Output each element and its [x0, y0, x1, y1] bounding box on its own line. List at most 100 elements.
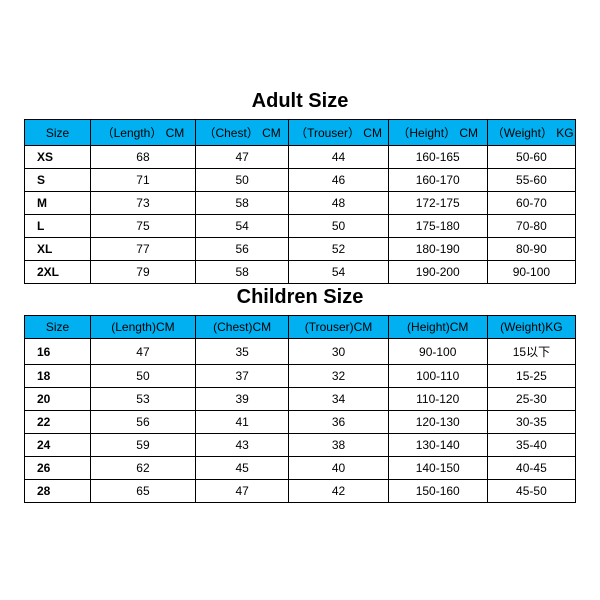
- cell-value: 36: [289, 411, 388, 434]
- cell-value: 46: [289, 169, 388, 192]
- table-row: 24594338130-14035-40: [25, 434, 576, 457]
- cell-size: 22: [25, 411, 91, 434]
- cell-value: 41: [195, 411, 289, 434]
- cell-value: 54: [289, 261, 388, 284]
- col-chest: (Chest)CM: [195, 316, 289, 339]
- col-height: （Height） CM: [388, 120, 487, 146]
- cell-value: 62: [91, 457, 196, 480]
- children-header-row: Size (Length)CM (Chest)CM (Trouser)CM (H…: [25, 316, 576, 339]
- cell-size: L: [25, 215, 91, 238]
- cell-value: 54: [195, 215, 289, 238]
- cell-size: 24: [25, 434, 91, 457]
- cell-value: 52: [289, 238, 388, 261]
- col-size: Size: [25, 316, 91, 339]
- table-row: 1647353090-10015以下: [25, 339, 576, 365]
- cell-value: 58: [195, 192, 289, 215]
- cell-value: 120-130: [388, 411, 487, 434]
- cell-value: 32: [289, 365, 388, 388]
- cell-value: 56: [91, 411, 196, 434]
- cell-value: 45: [195, 457, 289, 480]
- cell-value: 180-190: [388, 238, 487, 261]
- cell-value: 34: [289, 388, 388, 411]
- col-trouser: (Trouser)CM: [289, 316, 388, 339]
- col-length: （Length） CM: [91, 120, 196, 146]
- col-weight: (Weight)KG: [487, 316, 575, 339]
- col-size: Size: [25, 120, 91, 146]
- cell-value: 42: [289, 480, 388, 503]
- cell-value: 50: [91, 365, 196, 388]
- cell-size: 18: [25, 365, 91, 388]
- table-row: 20533934110-12025-30: [25, 388, 576, 411]
- cell-value: 175-180: [388, 215, 487, 238]
- children-size-title: Children Size: [24, 286, 576, 309]
- cell-size: XS: [25, 146, 91, 169]
- cell-value: 47: [91, 339, 196, 365]
- cell-value: 190-200: [388, 261, 487, 284]
- table-row: 28654742150-16045-50: [25, 480, 576, 503]
- adult-size-table: Size （Length） CM （Chest） CM （Trouser） CM…: [24, 119, 576, 284]
- cell-value: 75: [91, 215, 196, 238]
- cell-size: XL: [25, 238, 91, 261]
- table-row: 2XL795854190-20090-100: [25, 261, 576, 284]
- cell-value: 50: [289, 215, 388, 238]
- cell-value: 15-25: [487, 365, 575, 388]
- cell-size: 28: [25, 480, 91, 503]
- table-row: 22564136120-13030-35: [25, 411, 576, 434]
- cell-size: 16: [25, 339, 91, 365]
- cell-value: 160-170: [388, 169, 487, 192]
- cell-value: 43: [195, 434, 289, 457]
- table-row: 18503732100-11015-25: [25, 365, 576, 388]
- cell-value: 15以下: [487, 339, 575, 365]
- cell-value: 56: [195, 238, 289, 261]
- col-trouser: （Trouser） CM: [289, 120, 388, 146]
- cell-value: 55-60: [487, 169, 575, 192]
- cell-value: 172-175: [388, 192, 487, 215]
- cell-value: 77: [91, 238, 196, 261]
- table-row: S715046160-17055-60: [25, 169, 576, 192]
- cell-value: 58: [195, 261, 289, 284]
- cell-value: 37: [195, 365, 289, 388]
- cell-value: 44: [289, 146, 388, 169]
- cell-size: 20: [25, 388, 91, 411]
- cell-size: 26: [25, 457, 91, 480]
- cell-value: 39: [195, 388, 289, 411]
- cell-value: 50: [195, 169, 289, 192]
- cell-size: 2XL: [25, 261, 91, 284]
- cell-value: 73: [91, 192, 196, 215]
- cell-value: 110-120: [388, 388, 487, 411]
- cell-value: 59: [91, 434, 196, 457]
- cell-size: M: [25, 192, 91, 215]
- cell-value: 71: [91, 169, 196, 192]
- cell-value: 130-140: [388, 434, 487, 457]
- adult-header-row: Size （Length） CM （Chest） CM （Trouser） CM…: [25, 120, 576, 146]
- cell-value: 80-90: [487, 238, 575, 261]
- cell-value: 65: [91, 480, 196, 503]
- cell-value: 53: [91, 388, 196, 411]
- cell-value: 60-70: [487, 192, 575, 215]
- children-size-table: Size (Length)CM (Chest)CM (Trouser)CM (H…: [24, 315, 576, 503]
- table-row: L755450175-18070-80: [25, 215, 576, 238]
- cell-value: 47: [195, 146, 289, 169]
- cell-size: S: [25, 169, 91, 192]
- cell-value: 38: [289, 434, 388, 457]
- cell-value: 68: [91, 146, 196, 169]
- col-height: (Height)CM: [388, 316, 487, 339]
- cell-value: 40: [289, 457, 388, 480]
- table-row: 26624540140-15040-45: [25, 457, 576, 480]
- col-weight: （Weight） KG: [487, 120, 575, 146]
- cell-value: 30: [289, 339, 388, 365]
- size-chart-page: Adult Size Size （Length） CM （Chest） CM （…: [0, 0, 600, 600]
- cell-value: 79: [91, 261, 196, 284]
- cell-value: 160-165: [388, 146, 487, 169]
- cell-value: 25-30: [487, 388, 575, 411]
- cell-value: 150-160: [388, 480, 487, 503]
- cell-value: 100-110: [388, 365, 487, 388]
- adult-size-title: Adult Size: [24, 90, 576, 113]
- cell-value: 140-150: [388, 457, 487, 480]
- cell-value: 47: [195, 480, 289, 503]
- table-row: XS684744160-16550-60: [25, 146, 576, 169]
- cell-value: 90-100: [487, 261, 575, 284]
- table-row: M735848172-17560-70: [25, 192, 576, 215]
- cell-value: 48: [289, 192, 388, 215]
- cell-value: 35-40: [487, 434, 575, 457]
